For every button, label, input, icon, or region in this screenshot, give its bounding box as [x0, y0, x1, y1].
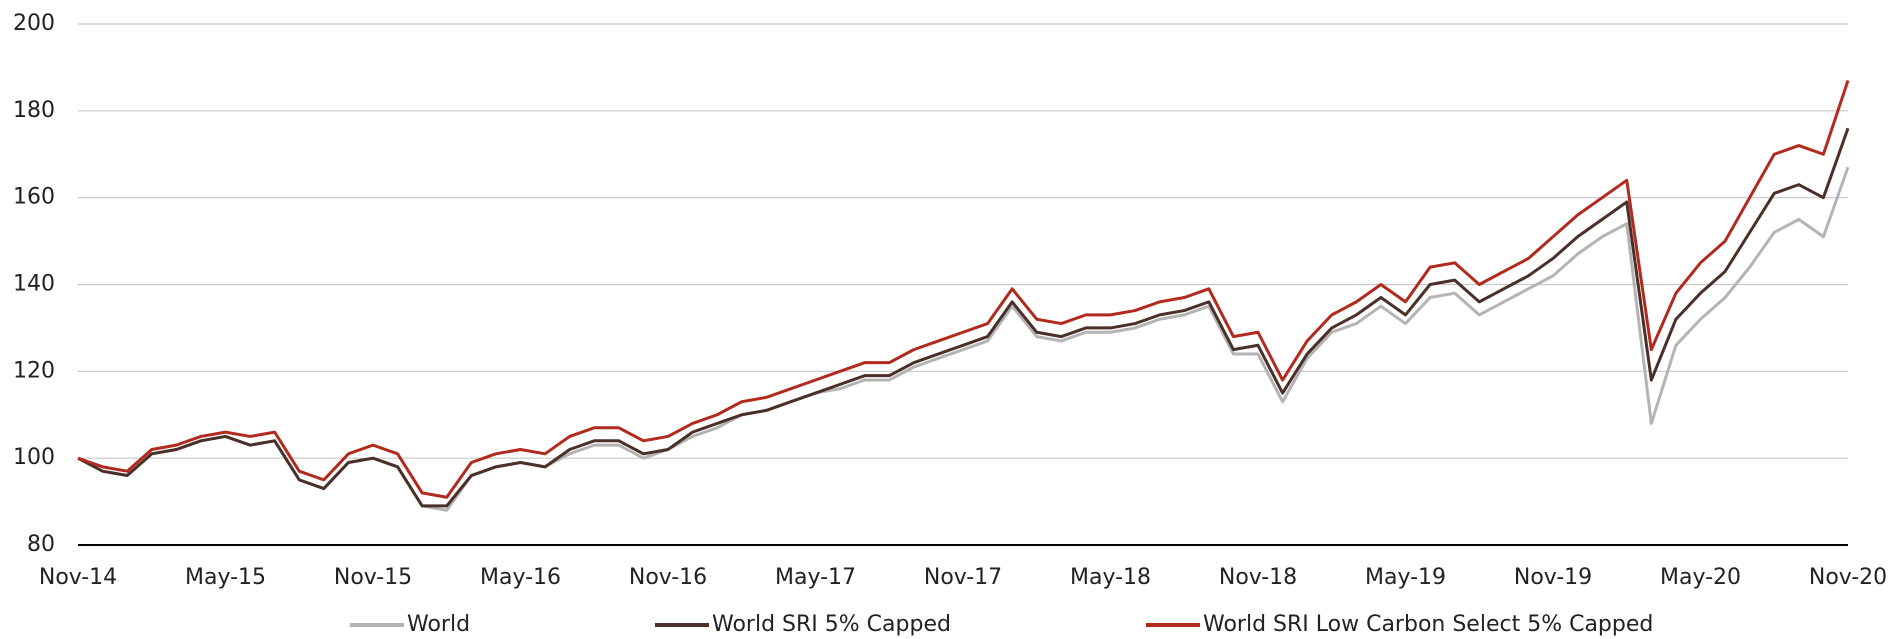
x-tick-label: Nov-18 — [1219, 565, 1297, 590]
series-line — [77, 127, 1850, 508]
x-tick-label: May-17 — [775, 565, 856, 590]
x-tick-label: May-16 — [480, 565, 561, 590]
x-tick-label: Nov-15 — [334, 565, 412, 590]
x-tick-label: Nov-17 — [924, 565, 1002, 590]
series-line — [77, 79, 1850, 499]
x-tick-label: May-15 — [185, 565, 266, 590]
x-tick-label: Nov-16 — [629, 565, 707, 590]
y-tick-label: 140 — [13, 272, 55, 297]
legend-label: World — [407, 612, 470, 637]
y-tick-label: 160 — [13, 185, 55, 210]
y-tick-label: 120 — [13, 358, 55, 383]
legend-label: World SRI 5% Capped — [712, 612, 951, 637]
x-tick-label: May-20 — [1660, 565, 1741, 590]
x-tick-label: Nov-20 — [1809, 565, 1887, 590]
x-tick-label: May-19 — [1365, 565, 1446, 590]
y-tick-label: 200 — [13, 11, 55, 36]
y-tick-label: 100 — [13, 445, 55, 470]
y-tick-label: 180 — [13, 98, 55, 123]
legend-label: World SRI Low Carbon Select 5% Capped — [1203, 612, 1653, 637]
x-tick-label: Nov-14 — [39, 565, 117, 590]
y-tick-label: 80 — [27, 532, 55, 557]
x-tick-label: May-18 — [1070, 565, 1151, 590]
x-tick-label: Nov-19 — [1514, 565, 1592, 590]
